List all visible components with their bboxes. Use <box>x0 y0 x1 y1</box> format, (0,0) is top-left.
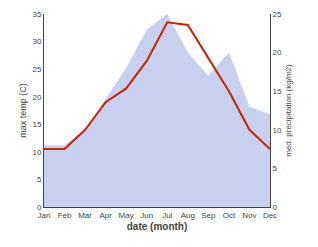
svg-text:35: 35 <box>32 10 41 19</box>
svg-text:20: 20 <box>32 93 41 102</box>
svg-text:Jun: Jun <box>140 211 153 220</box>
svg-text:25: 25 <box>32 65 41 74</box>
svg-text:Jan: Jan <box>38 211 51 220</box>
svg-text:Apr: Apr <box>99 211 112 220</box>
svg-text:5: 5 <box>37 175 42 184</box>
svg-text:10: 10 <box>32 148 41 157</box>
svg-text:25: 25 <box>273 10 282 19</box>
svg-text:10: 10 <box>273 126 282 135</box>
svg-text:Mar: Mar <box>78 211 92 220</box>
svg-text:Sep: Sep <box>201 211 216 220</box>
svg-text:Jul: Jul <box>162 211 172 220</box>
svg-text:30: 30 <box>32 37 41 46</box>
svg-text:5: 5 <box>273 164 278 173</box>
svg-text:Feb: Feb <box>58 211 72 220</box>
svg-text:Dec: Dec <box>263 211 277 220</box>
svg-text:max temp (C): max temp (C) <box>18 83 28 138</box>
svg-text:Oct: Oct <box>223 211 236 220</box>
svg-text:15: 15 <box>32 120 41 129</box>
svg-text:15: 15 <box>273 87 282 96</box>
svg-text:date (month): date (month) <box>127 221 188 232</box>
svg-text:May: May <box>119 211 134 220</box>
svg-text:Nov: Nov <box>242 211 256 220</box>
svg-text:20: 20 <box>273 48 282 57</box>
svg-text:Aug: Aug <box>181 211 195 220</box>
svg-text:0: 0 <box>37 203 42 212</box>
svg-text:med. precipitation (kg/m2): med. precipitation (kg/m2) <box>284 64 293 157</box>
svg-text:0: 0 <box>273 203 278 212</box>
